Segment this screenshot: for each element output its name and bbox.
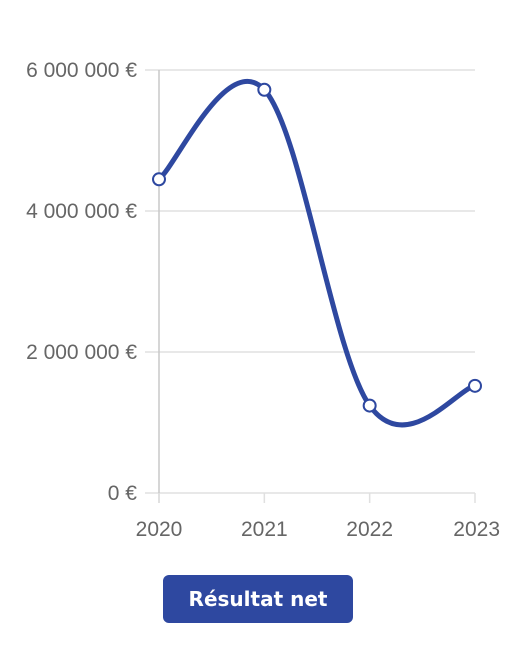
series-line-resultat-net (156, 78, 478, 428)
data-point-2020[interactable] (152, 172, 166, 187)
x-tick-label: 2021 (241, 518, 288, 541)
legend-resultat-net-button[interactable]: Résultat net (163, 575, 353, 623)
data-point-2021[interactable] (257, 82, 272, 97)
x-tick-label: 2022 (346, 518, 393, 541)
x-tick-label: 2023 (453, 518, 500, 541)
data-point-2023[interactable] (468, 378, 482, 393)
x-tick-label: 2020 (136, 518, 183, 541)
y-axis-tick-labels: 0 € 2 000 000 € 4 000 000 € 6 000 000 € (26, 59, 137, 505)
data-point-2022[interactable] (362, 398, 377, 413)
x-axis-tick-labels: 2020 2021 2022 2023 (136, 518, 500, 541)
data-points (152, 82, 482, 413)
y-tick-label: 0 € (108, 482, 138, 505)
line-chart: 0 € 2 000 000 € 4 000 000 € 6 000 000 € 202… (26, 59, 500, 541)
y-tick-label: 4 000 000 € (26, 200, 137, 223)
y-tick-label: 6 000 000 € (26, 59, 137, 82)
grid-lines (145, 69, 476, 503)
y-tick-label: 2 000 000 € (26, 341, 137, 364)
